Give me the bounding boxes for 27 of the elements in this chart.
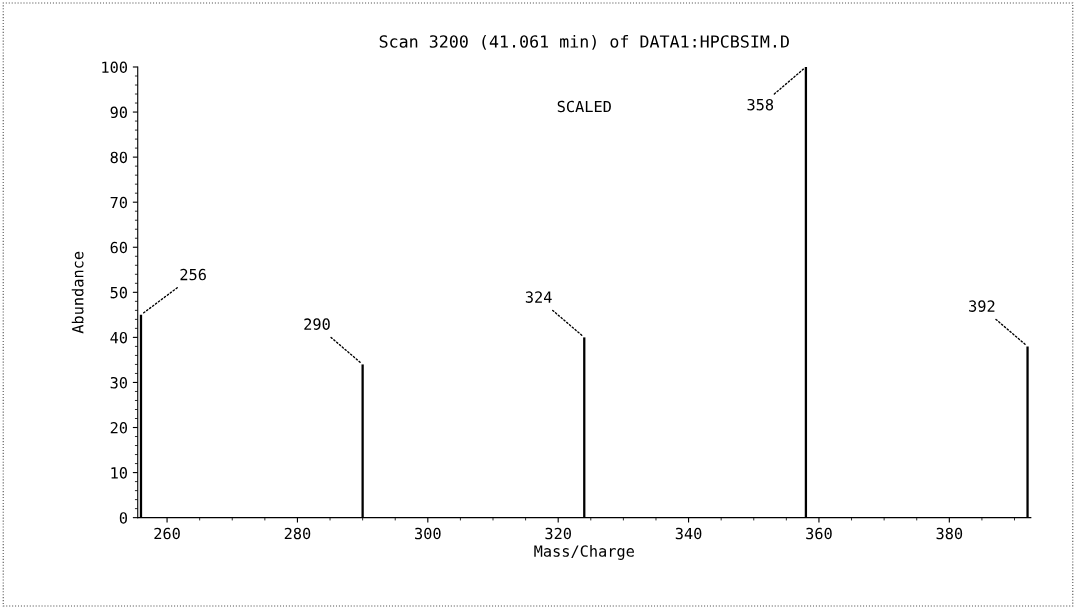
y-tick-label: 70 xyxy=(110,196,128,209)
y-tick-label: 20 xyxy=(110,422,128,434)
x-tick-label: 280 xyxy=(284,527,311,540)
annotation: 324 xyxy=(525,291,552,303)
y-tick-label: 40 xyxy=(110,331,128,344)
y-tick-label: 10 xyxy=(111,467,128,479)
y-tick-label: 60 xyxy=(110,241,128,254)
y-tick-label: 50 xyxy=(110,286,128,299)
x-tick-label: 360 xyxy=(806,527,832,540)
annotation: SCALED xyxy=(557,100,611,113)
y-tick-label: 0 xyxy=(119,512,128,524)
chart-title: Scan 3200 (41.061 min) of DATA1:HPCBSIM.D xyxy=(379,34,789,50)
x-tick-label: 300 xyxy=(415,527,441,540)
x-tick-label: 320 xyxy=(545,527,571,540)
x-tick-label: 260 xyxy=(154,527,180,540)
annotation: 290 xyxy=(304,318,330,330)
x-tick-label: 380 xyxy=(936,527,963,540)
y-axis-title: Abundance xyxy=(71,251,84,334)
annotation: 392 xyxy=(969,300,995,312)
y-tick-label: 80 xyxy=(110,151,128,164)
y-tick-label: 100 xyxy=(102,61,128,74)
y-tick-label: 30 xyxy=(110,376,128,389)
y-tick-label: 90 xyxy=(110,106,128,119)
annotation: 358 xyxy=(747,98,774,111)
x-axis-title: Mass/Charge xyxy=(534,545,634,560)
annotation: 256 xyxy=(180,268,206,281)
x-tick-label: 340 xyxy=(675,527,702,540)
